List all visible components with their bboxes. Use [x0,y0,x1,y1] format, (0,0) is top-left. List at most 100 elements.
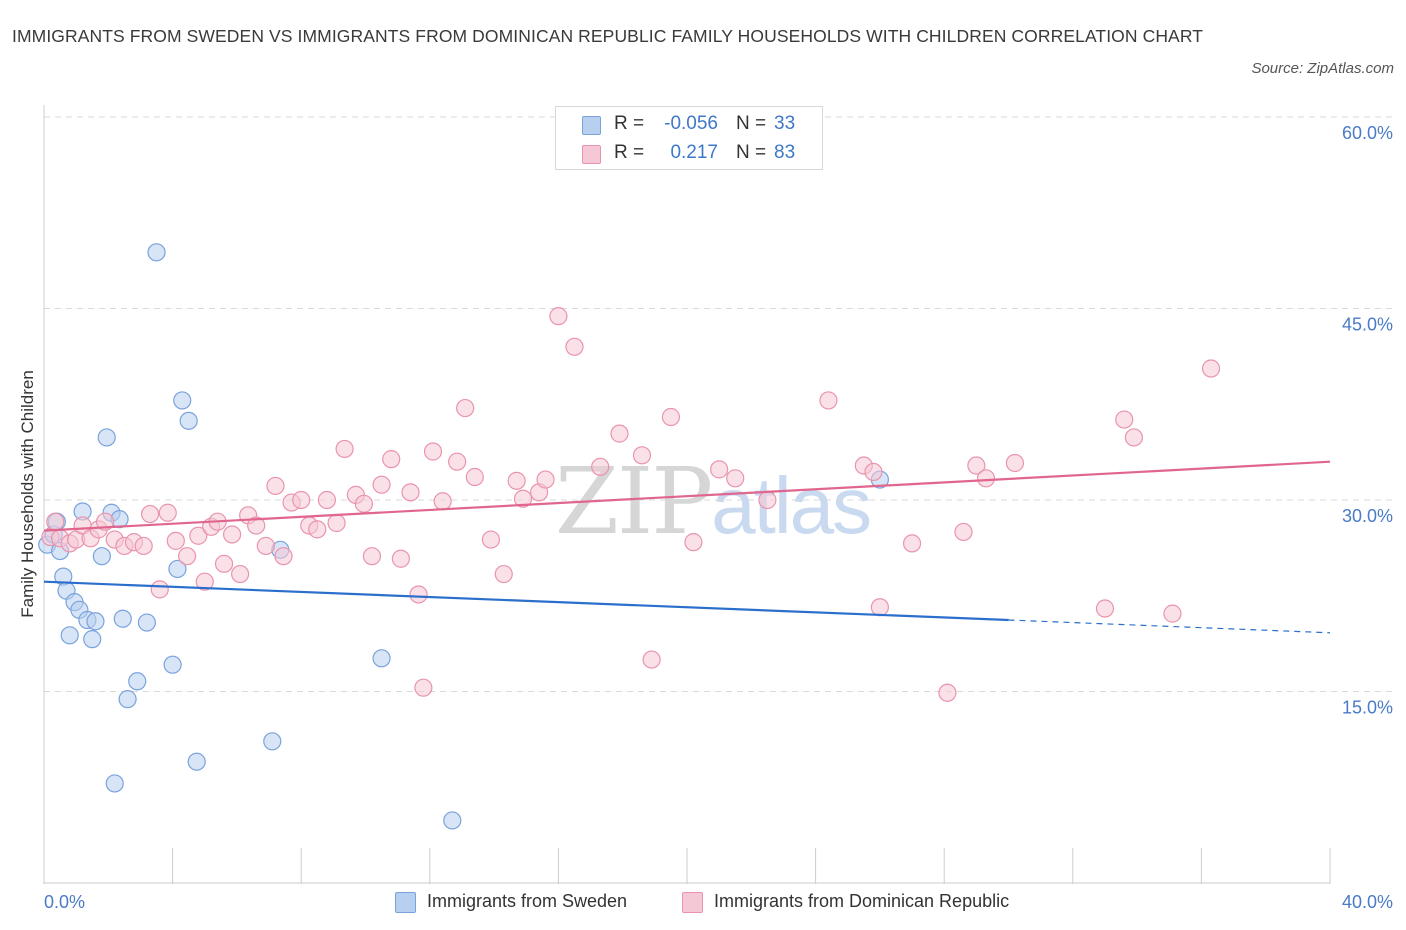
dominican-point-45 [414,678,433,697]
dominican-point-58 [565,337,584,356]
dominican-point-29 [274,547,293,566]
bottom-dominican-swatch [682,892,703,913]
series-dominican [41,307,1221,702]
dominican-point-15 [158,503,177,522]
dominican-point-24 [231,564,250,584]
legend-row-dominican: R = 0.217 N = 83 [556,138,822,168]
dominican-point-47 [433,492,452,511]
dominican-point-74 [954,522,973,542]
dominican-point-27 [256,536,275,556]
dominican-point-53 [507,471,526,490]
dominican-point-68 [819,391,838,410]
dominican-point-66 [726,469,745,488]
sweden-point-21 [137,613,156,632]
dominican-point-33 [308,520,327,539]
dominican-point-22 [214,554,234,573]
dominican-point-56 [536,470,555,489]
y-tick-label-60: 60.0% [1342,123,1393,143]
dominican-point-63 [661,407,681,427]
dominican-point-72 [902,534,922,553]
dominican-point-38 [354,494,373,513]
sweden-trend-line-extrapolated [1008,619,1331,634]
dominican-point-40 [372,475,391,494]
y-axis-label: Family Households with Children [18,370,37,618]
sweden-swatch [582,116,601,135]
x-tick-label-min: 0.0% [44,892,85,912]
dominican-point-44 [409,585,428,604]
sweden-point-11 [83,630,102,649]
dominican-point-61 [632,446,652,465]
dominican-r-label: R = [614,142,645,163]
dominican-n-value: 83 [774,142,796,163]
sweden-point-25 [173,391,192,410]
bottom-sweden-swatch [395,892,416,913]
dominican-point-1 [46,512,65,531]
dominican-point-46 [423,442,443,461]
x-tick-label-max: 40.0% [1342,892,1393,912]
dominican-point-16 [166,531,185,550]
dominican-point-65 [710,460,729,479]
sweden-point-27 [187,752,206,771]
dominican-point-79 [1115,410,1134,429]
sweden-r-label: R = [614,113,645,134]
dominican-point-81 [1163,604,1182,623]
dominican-point-59 [591,457,610,476]
sweden-point-31 [443,811,462,830]
sweden-point-13 [92,547,111,566]
y-tick-label-15: 15.0% [1342,698,1393,718]
sweden-point-28 [263,732,282,751]
y-tick-label-30: 30.0% [1342,506,1393,526]
sweden-point-26 [179,411,198,430]
bottom-dominican-label: Immigrants from Dominican Republic [714,891,1010,911]
dominican-point-71 [870,598,890,617]
dominican-point-34 [317,490,337,510]
dominican-point-70 [864,462,883,482]
dominican-point-51 [481,530,500,549]
dominican-point-36 [335,439,354,459]
dominican-point-62 [642,650,661,669]
correlation-legend: R = -0.056 N = 33 R = 0.217 N = 83 [555,106,823,170]
chart-title: IMMIGRANTS FROM SWEDEN VS IMMIGRANTS FRO… [12,26,1204,46]
series-sweden [38,243,890,830]
sweden-point-23 [163,655,182,674]
dominican-point-50 [465,467,484,487]
dominican-point-35 [327,513,346,533]
source-label: Source: ZipAtlas.com [1251,60,1394,77]
sweden-point-14 [97,428,116,447]
legend-row-sweden: R = -0.056 N = 33 [556,109,822,139]
bottom-sweden-label: Immigrants from Sweden [427,891,628,911]
sweden-point-12 [86,612,105,631]
dominican-point-42 [391,549,410,568]
dominican-point-43 [401,483,420,502]
sweden-trend-line [43,580,1009,622]
grid-lines [44,116,1392,692]
y-tick-label-45: 45.0% [1342,315,1393,335]
dominican-point-12 [134,536,153,556]
dominican-swatch [582,145,601,164]
y-tick-labels: 15.0% 30.0% 45.0% 60.0% [1342,123,1393,718]
dominican-point-75 [967,456,986,475]
dominican-point-76 [976,469,996,488]
dominican-point-49 [456,398,475,418]
x-ticks [43,848,1331,884]
sweden-point-19 [118,690,137,709]
dominican-point-8 [95,512,115,531]
sweden-point-18 [113,609,132,628]
dominican-point-54 [513,489,533,508]
dominican-point-80 [1124,428,1143,447]
trend-lines [43,460,1331,634]
dominican-point-23 [222,525,242,544]
sweden-point-20 [128,672,147,691]
sweden-n-value: 33 [774,113,796,134]
dominican-point-17 [177,547,197,566]
dominican-point-57 [549,307,568,326]
dominican-point-64 [684,533,703,552]
axes [43,105,1330,884]
sweden-point-22 [147,243,166,262]
dominican-point-18 [189,526,208,545]
dominican-point-52 [494,564,513,584]
dominican-n-label: N = [736,142,767,163]
dominican-point-77 [1005,453,1025,473]
dominican-point-48 [448,452,467,471]
